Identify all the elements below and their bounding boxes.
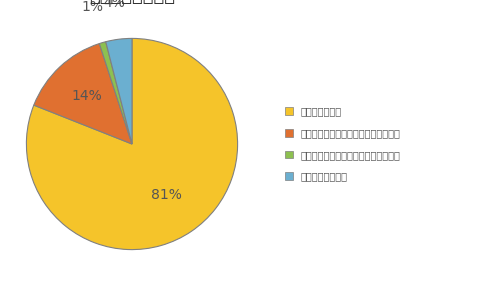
Legend: 必ず毎日食べる, １週間に１～３日食べないことがある, １週間に４～５日食べないことがある, ほとんど食べない: 必ず毎日食べる, １週間に１～３日食べないことがある, １週間に４～５日食べない… <box>282 104 403 184</box>
Text: 1%: 1% <box>81 0 103 14</box>
Wedge shape <box>34 43 132 144</box>
Title: 朝食摄取状況調査: 朝食摄取状況調査 <box>89 0 175 5</box>
Wedge shape <box>26 38 238 250</box>
Wedge shape <box>106 38 132 144</box>
Wedge shape <box>99 42 132 144</box>
Text: 81%: 81% <box>151 188 182 202</box>
Text: 14%: 14% <box>72 89 103 103</box>
Text: 4%: 4% <box>103 0 125 10</box>
